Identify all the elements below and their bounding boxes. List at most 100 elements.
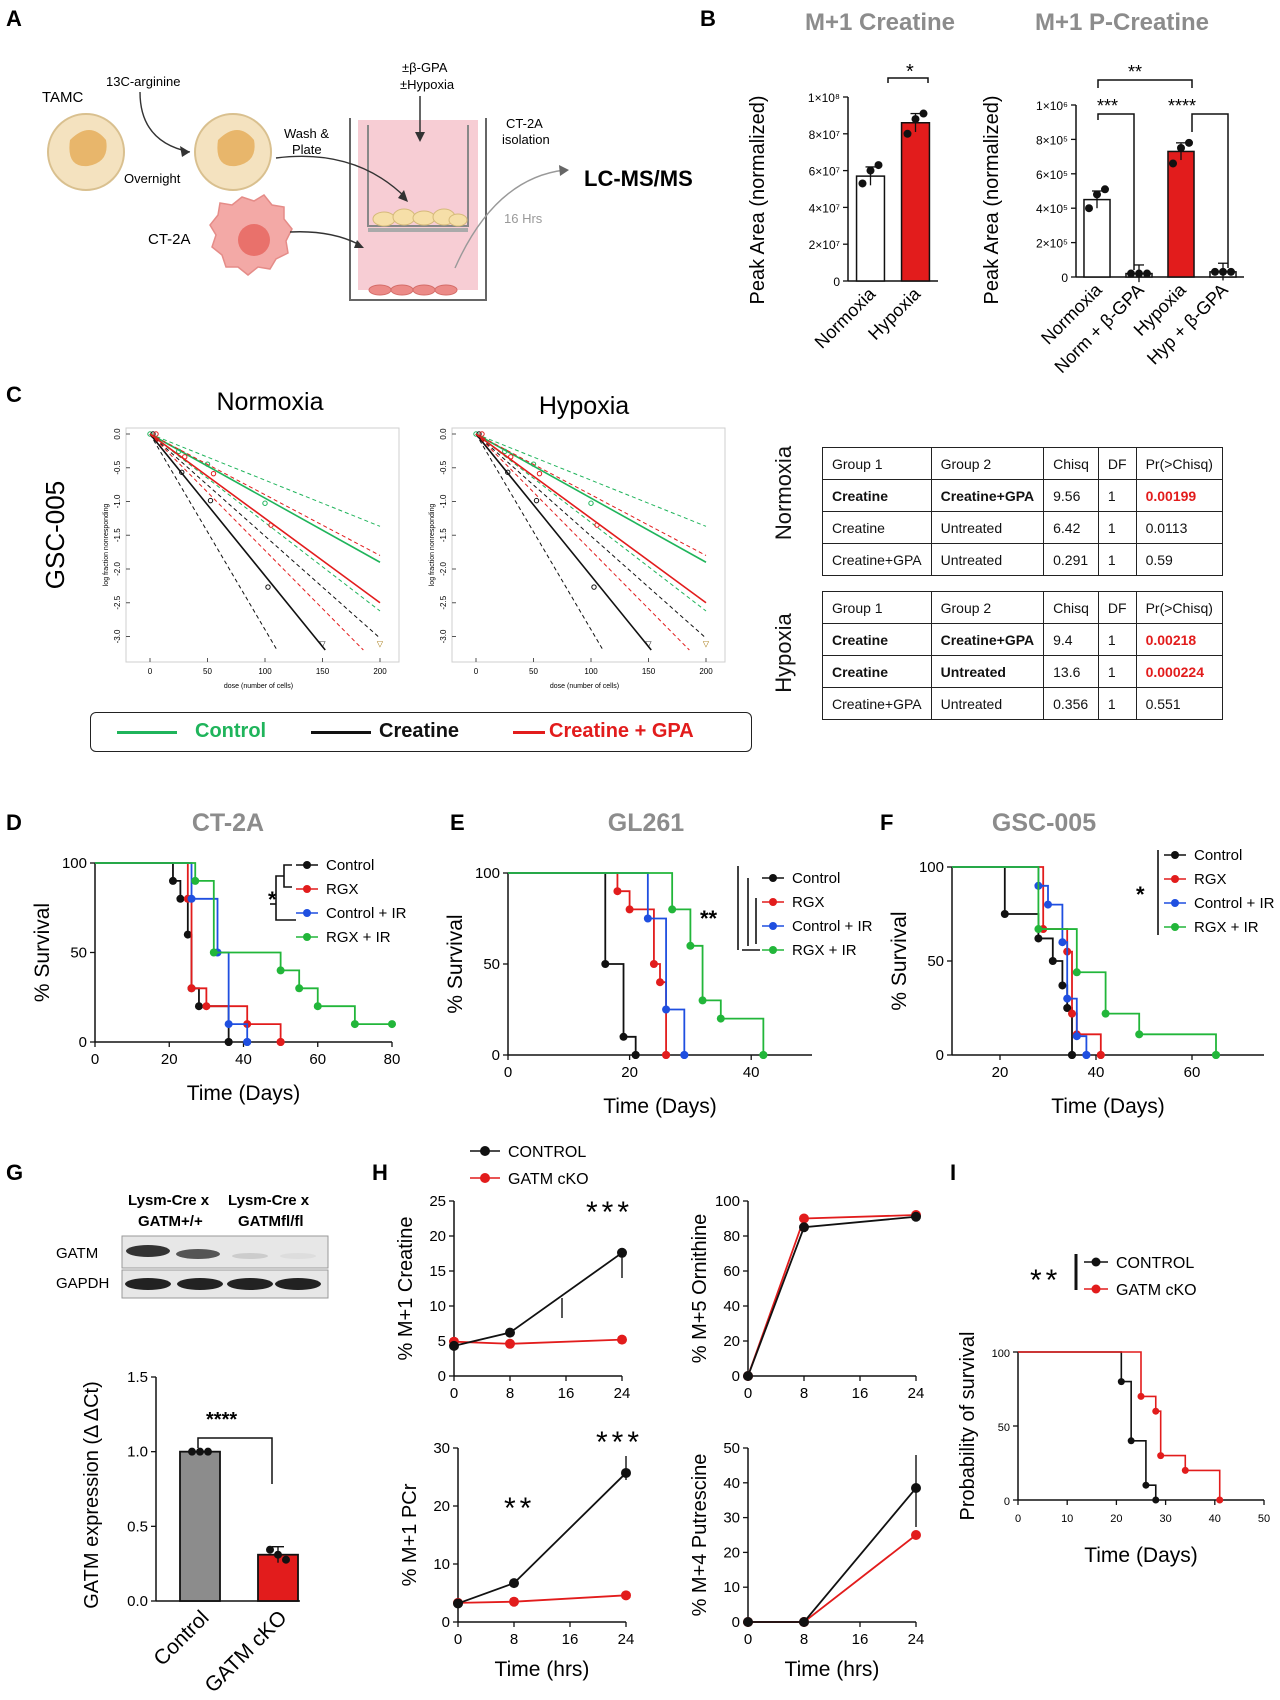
c-hyp-data-point: [536, 470, 543, 477]
plate-label: Plate: [292, 142, 322, 157]
panel-b: M+1 Creatine M+1 P-Creatine Peak Area (n…: [747, 9, 1244, 377]
km-e-legend-label: Control + IR: [792, 918, 873, 935]
h1-series-point: [505, 1338, 515, 1349]
c-norm-y-tick-label: 0.0: [113, 428, 122, 440]
km-d-sig-bracket: [283, 864, 292, 888]
i-event-marker: [1152, 1407, 1160, 1415]
h1-y-tick-label: 0: [438, 1368, 446, 1385]
table-header-cell: DF: [1097, 591, 1137, 624]
c-table-hypoxia-label: Hypoxia: [771, 613, 796, 693]
table-cell: 6.42: [1043, 511, 1099, 544]
km-e-legend-label: RGX + IR: [792, 942, 857, 959]
b-right-point: [1177, 144, 1185, 152]
km-e-legend-label: RGX: [792, 894, 825, 911]
b-left-y-tick-label: 0: [833, 275, 840, 289]
h2-series-line: [747, 1215, 917, 1377]
c-hyp-ci-line: [475, 433, 707, 612]
g-band-gatm-label: GATM: [56, 1245, 98, 1262]
panel-label-h: H: [372, 1160, 388, 1185]
i-event-marker: [1181, 1466, 1189, 1474]
km-e-y-tick-label: 50: [483, 956, 500, 973]
c-norm-x-tick-label: 50: [203, 667, 212, 676]
km-e-ylabel: % Survival: [444, 914, 467, 1013]
table-row: Creatine Untreated 6.42 1 0.0113: [822, 511, 1223, 544]
i-event-marker: [1142, 1481, 1150, 1489]
c-table-hypoxia: Group 1 Group 2 Chisq DF Pr(>Chisq) Creatine C…: [822, 591, 1223, 720]
c-hyp-data-point: [505, 469, 511, 475]
g-category-label: GATM cKO: [200, 1606, 291, 1697]
c-norm-ci-line: [149, 433, 381, 556]
table-header-cell: Chisq: [1043, 591, 1099, 624]
b-left-bar: [855, 175, 886, 282]
i-y-tick-label: 100: [992, 1348, 1010, 1360]
b-right-title: M+1 P-Creatine: [1035, 9, 1209, 36]
h2-y-tick-label: 60: [723, 1263, 740, 1280]
table-cell: 0.00218: [1135, 623, 1223, 656]
h3-ylabel: % M+1 PCr: [399, 1483, 421, 1586]
i-event-marker: [1157, 1452, 1165, 1460]
h-legend-cko: GATM cKO: [508, 1171, 589, 1188]
i-y-tick-label: 0: [1004, 1496, 1010, 1508]
km-e-x-tick-label: 40: [743, 1064, 760, 1081]
table-cell: 0.0113: [1135, 511, 1223, 544]
c-hyp-x-tick-label: 100: [584, 667, 598, 676]
c-norm-y-tick-label: -1.0: [113, 494, 122, 508]
h-ornithine-chart: 0 20 40 60 80 100 0 8 16 24 % M+5 Ornithine: [689, 1193, 924, 1402]
km-d-xlabel: Time (Days): [187, 1082, 301, 1105]
b-right-point: [1101, 185, 1109, 194]
c-norm-data-point: [207, 497, 214, 504]
c-norm-ci-line: [149, 433, 381, 639]
km-e-event-marker: [668, 905, 677, 914]
h3-y-tick-label: 0: [442, 1614, 450, 1631]
h3-x-tick-label: 24: [618, 1631, 635, 1648]
h4-x-tick-label: 16: [852, 1631, 869, 1648]
h3-series-line: [457, 1472, 627, 1605]
km-d-event-marker: [194, 1002, 203, 1011]
h4-series-point: [799, 1617, 809, 1627]
i-x-tick-label: 10: [1061, 1513, 1073, 1525]
h1-series-point: [505, 1327, 515, 1338]
km-f-legend-label: RGX: [1194, 871, 1227, 888]
b-right-sig-b: ***: [1097, 96, 1118, 116]
km-f-event-marker: [1000, 910, 1009, 918]
km-f-survival-curve: [952, 866, 1088, 1055]
km-e-x-tick-label: 0: [504, 1064, 512, 1081]
h1-y-tick-label: 25: [429, 1193, 446, 1210]
c-norm-censor-marker: ▽: [377, 639, 384, 648]
c-hyp-xlabel: dose (number of cells): [550, 683, 619, 690]
table-header-cell: Group 1: [822, 447, 932, 480]
h3-y-tick-label: 20: [433, 1498, 450, 1515]
g-sig: ****: [206, 1409, 237, 1431]
c-normoxia-plot: 0.0 -0.5 -1.0 -1.5 -2.0 -2.5 -3.0 0 50 100 150 200 d…: [103, 427, 400, 690]
table-cell: Creatine+GPA: [930, 623, 1045, 656]
table-cell: Creatine+GPA: [930, 479, 1045, 512]
h2-ylabel: % M+5 Ornithine: [689, 1214, 711, 1364]
km-f-event-marker: [1034, 934, 1043, 943]
km-e-event-marker: [643, 914, 652, 923]
c-norm-x-tick-label: 0: [148, 667, 153, 676]
c-hyp-y-tick-label: -2.0: [439, 562, 448, 576]
g-point: [266, 1545, 274, 1554]
c-norm-y-tick-label: -3.0: [113, 629, 122, 643]
h4-y-tick-label: 50: [723, 1440, 740, 1457]
i-xlabel: Time (Days): [1084, 1544, 1198, 1567]
g-bands: [125, 1245, 321, 1290]
i-event-marker: [1216, 1496, 1224, 1504]
km-f-y-tick-label: 50: [927, 953, 944, 970]
km-f-x-tick-label: 40: [1088, 1064, 1105, 1081]
h4-x-tick-label: 24: [908, 1631, 925, 1648]
b-right-point: [1143, 269, 1151, 278]
km-e-legend-marker: [769, 874, 777, 882]
h2-y-tick-label: 40: [723, 1298, 740, 1315]
panel-d-chart: CT-2A 0 50 100 0 20 40 60 80 % Survival Time (Days…: [31, 809, 407, 1105]
c-hyp-x-tick-label: 200: [699, 667, 713, 676]
g-lane2-line2: GATMfl/fl: [238, 1213, 304, 1230]
table-cell: Creatine: [822, 655, 932, 688]
panel-a-schematic: TAMC 13C-arginine Overnight CT-2A ±β-GPA…: [42, 60, 693, 301]
c-table-normoxia: Group 1 Group 2 Chisq DF Pr(>Chisq) Creatine C…: [822, 447, 1223, 576]
h2-y-tick-label: 80: [723, 1228, 740, 1245]
table-cell: Untreated: [930, 543, 1045, 576]
table-cell: 0.59: [1135, 543, 1223, 576]
km-e-legend-label: Control: [792, 870, 840, 887]
km-e-event-marker: [613, 887, 622, 896]
